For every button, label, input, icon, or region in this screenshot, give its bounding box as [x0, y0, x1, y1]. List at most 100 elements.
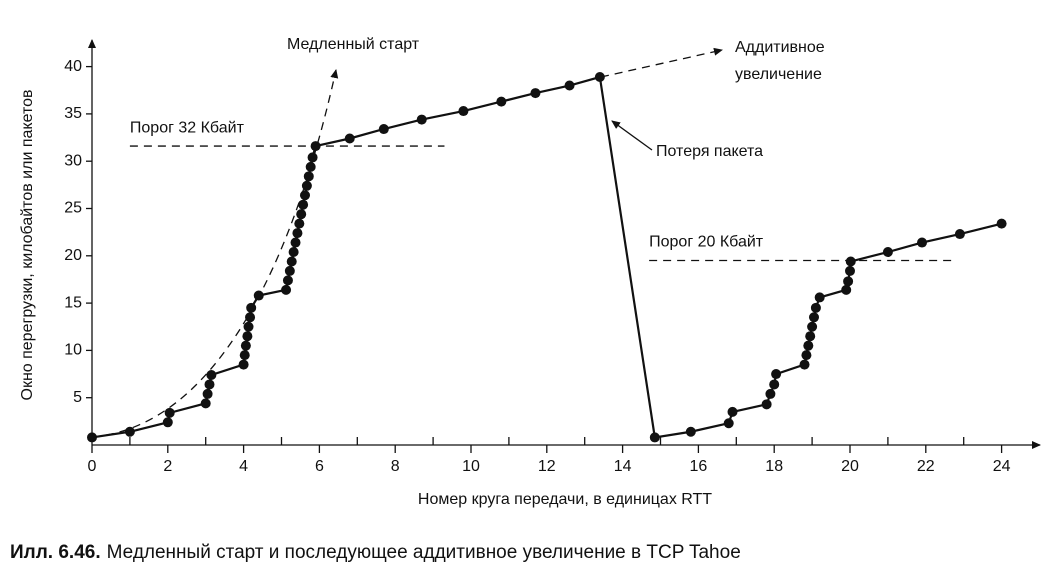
y-tick-label: 35	[64, 105, 82, 122]
data-point	[564, 80, 575, 91]
data-point	[292, 228, 303, 239]
data-point	[303, 171, 314, 182]
caption: Илл. 6.46. Медленный старт и последующее …	[10, 542, 741, 563]
data-point	[954, 229, 965, 240]
x-tick-label: 0	[88, 458, 97, 475]
data-point	[803, 340, 814, 351]
data-point	[299, 190, 310, 201]
y-tick-label: 30	[64, 152, 82, 169]
x-tick-label: 16	[690, 458, 708, 475]
data-point	[202, 388, 213, 399]
annotation: увеличение	[735, 66, 822, 83]
additive-arrow	[600, 47, 723, 78]
data-point	[723, 418, 734, 429]
data-point	[810, 302, 821, 313]
x-tick-label: 12	[538, 458, 556, 475]
y-tick-label: 25	[64, 200, 82, 217]
data-point	[799, 359, 810, 370]
data-point	[164, 407, 175, 418]
data-point	[843, 276, 854, 287]
x-tick-label: 14	[614, 458, 632, 475]
annotation: Потеря пакета	[656, 143, 763, 160]
data-point	[253, 290, 264, 301]
data-point	[808, 312, 819, 323]
data-point	[882, 247, 893, 258]
data-point	[594, 72, 605, 83]
x-tick-label: 22	[917, 458, 935, 475]
data-point	[240, 340, 251, 351]
data-point	[296, 209, 307, 220]
caption-text: Медленный старт и последующее аддитивное…	[107, 542, 741, 563]
x-axis-title: Номер круга передачи, в единицах RTT	[418, 491, 712, 508]
y-tick-label: 40	[64, 58, 82, 75]
threshold-label: Порог 20 Кбайт	[649, 234, 764, 251]
y-tick-label: 10	[64, 342, 82, 359]
data-point	[284, 265, 295, 276]
x-tick-label: 2	[163, 458, 172, 475]
data-point	[286, 256, 297, 267]
data-point	[281, 284, 292, 295]
data-point	[206, 369, 217, 380]
data-point	[245, 312, 256, 323]
data-point	[649, 432, 660, 443]
data-point	[87, 432, 97, 443]
data-point	[771, 369, 782, 380]
data-point	[727, 406, 738, 417]
data-point	[917, 237, 928, 248]
data-point	[814, 292, 825, 303]
data-point	[310, 141, 321, 152]
data-point	[288, 247, 299, 258]
x-tick-label: 6	[315, 458, 324, 475]
loss-arrow	[611, 120, 653, 151]
data-point	[458, 106, 469, 117]
data-point	[243, 321, 254, 332]
data-point	[807, 321, 818, 332]
data-point	[290, 237, 301, 248]
x-tick-label: 18	[765, 458, 783, 475]
data-point	[344, 133, 355, 144]
data-point	[765, 388, 776, 399]
data-point	[239, 350, 250, 361]
annotation: Аддитивное	[735, 39, 825, 56]
data-point	[805, 331, 816, 342]
data-point	[200, 398, 211, 409]
data-point	[204, 379, 215, 390]
x-tick-label: 4	[239, 458, 248, 475]
data-point	[238, 359, 249, 370]
data-point	[282, 275, 293, 286]
x-tick-label: 24	[993, 458, 1011, 475]
data-point	[301, 180, 312, 191]
data-point	[801, 350, 812, 361]
data-point	[246, 302, 257, 313]
data-point	[124, 426, 135, 437]
data-point	[294, 218, 305, 229]
slow-start-curve	[91, 69, 339, 438]
data-point	[298, 199, 309, 210]
data-point	[530, 88, 541, 99]
data-point	[307, 152, 318, 163]
y-axis-title: Окно перегрузки, килобайтов или пакетов	[19, 90, 36, 401]
x-tick-label: 20	[841, 458, 859, 475]
data-point	[496, 96, 507, 107]
data-point	[242, 331, 253, 342]
annotation: Медленный старт	[287, 36, 420, 53]
y-tick-label: 20	[64, 247, 82, 264]
data-point	[761, 399, 772, 410]
caption-label: Илл. 6.46.	[10, 542, 101, 563]
data-point	[378, 124, 389, 135]
data-point	[845, 256, 856, 267]
threshold-label: Порог 32 Кбайт	[130, 119, 245, 136]
data-point	[685, 426, 696, 437]
data-point	[769, 379, 780, 390]
data-point	[305, 161, 316, 172]
data-point	[996, 218, 1007, 229]
x-tick-label: 10	[462, 458, 480, 475]
data-point	[416, 114, 427, 125]
data-point	[845, 265, 855, 276]
y-tick-label: 15	[64, 294, 82, 311]
y-tick-label: 5	[73, 389, 82, 406]
data-point	[841, 284, 852, 295]
data-point	[162, 417, 173, 428]
x-tick-label: 8	[391, 458, 400, 475]
